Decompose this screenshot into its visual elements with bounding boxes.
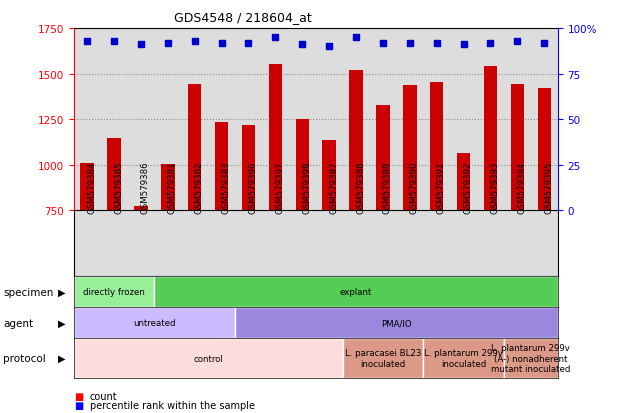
Text: L. plantarum 299v
(A-) nonadherent
mutant inoculated: L. plantarum 299v (A-) nonadherent mutan… xyxy=(491,344,570,373)
Bar xyxy=(269,64,282,211)
Point xyxy=(217,40,227,47)
Text: ▶: ▶ xyxy=(58,318,66,328)
Text: control: control xyxy=(194,354,223,363)
Text: PMA/IO: PMA/IO xyxy=(381,319,412,328)
Text: GSM579389: GSM579389 xyxy=(383,161,392,214)
Text: GSM579384: GSM579384 xyxy=(87,161,96,214)
Point xyxy=(136,42,146,49)
Text: GSM579395: GSM579395 xyxy=(544,161,553,214)
Text: directly frozen: directly frozen xyxy=(83,288,145,297)
Point xyxy=(431,40,442,47)
Bar xyxy=(80,164,94,211)
Text: GSM579391: GSM579391 xyxy=(437,161,445,214)
Text: GSM579381: GSM579381 xyxy=(168,161,177,214)
Point xyxy=(485,40,495,47)
Point xyxy=(324,44,334,50)
Point xyxy=(378,40,388,47)
Text: GSM579396: GSM579396 xyxy=(249,161,258,214)
Text: agent: agent xyxy=(3,318,33,328)
Bar xyxy=(107,139,121,211)
Text: GSM579393: GSM579393 xyxy=(490,161,499,214)
Text: percentile rank within the sample: percentile rank within the sample xyxy=(90,400,254,410)
Text: GSM579388: GSM579388 xyxy=(356,161,365,214)
Text: GSM579398: GSM579398 xyxy=(303,161,312,214)
Point xyxy=(82,38,92,45)
Bar xyxy=(215,123,228,211)
Text: ■: ■ xyxy=(74,400,83,410)
Bar xyxy=(403,86,417,211)
Bar xyxy=(538,89,551,211)
Text: ■: ■ xyxy=(74,392,83,401)
Title: GDS4548 / 218604_at: GDS4548 / 218604_at xyxy=(174,11,312,24)
Bar xyxy=(511,84,524,211)
Bar xyxy=(349,71,363,211)
Text: untreated: untreated xyxy=(133,319,176,328)
Text: ▶: ▶ xyxy=(58,353,66,363)
Point xyxy=(351,35,361,41)
Bar xyxy=(342,339,423,378)
Bar xyxy=(430,83,444,211)
Text: GSM579383: GSM579383 xyxy=(222,161,231,214)
Text: GSM579397: GSM579397 xyxy=(276,161,285,214)
Text: protocol: protocol xyxy=(3,353,46,363)
Point xyxy=(512,38,522,45)
Bar xyxy=(74,339,342,378)
Point xyxy=(539,40,549,47)
Bar xyxy=(457,153,470,211)
Text: L. paracasei BL23
inoculated: L. paracasei BL23 inoculated xyxy=(345,349,421,368)
Bar xyxy=(235,308,558,339)
Text: explant: explant xyxy=(340,288,372,297)
Point xyxy=(244,40,254,47)
Text: ▶: ▶ xyxy=(58,287,66,297)
Bar xyxy=(74,277,154,308)
Bar xyxy=(154,277,558,308)
Text: count: count xyxy=(90,392,117,401)
Point xyxy=(458,42,469,49)
Bar xyxy=(134,206,147,211)
Bar xyxy=(161,164,174,211)
Point xyxy=(271,35,281,41)
Point xyxy=(190,38,200,45)
Bar xyxy=(504,339,558,378)
Bar xyxy=(376,106,390,211)
Text: GSM579394: GSM579394 xyxy=(517,161,526,214)
Bar xyxy=(242,125,255,211)
Bar xyxy=(484,67,497,211)
Text: GSM579385: GSM579385 xyxy=(114,161,123,214)
Bar xyxy=(296,120,309,211)
Text: L. plantarum 299v
inoculated: L. plantarum 299v inoculated xyxy=(424,349,503,368)
Text: GSM579390: GSM579390 xyxy=(410,161,419,214)
Bar xyxy=(188,85,201,211)
Point xyxy=(297,42,308,49)
Point xyxy=(163,40,173,47)
Text: GSM579382: GSM579382 xyxy=(195,161,204,214)
Text: GSM579387: GSM579387 xyxy=(329,161,338,214)
Text: GSM579386: GSM579386 xyxy=(141,161,150,214)
Text: specimen: specimen xyxy=(3,287,54,297)
Text: GSM579392: GSM579392 xyxy=(463,161,472,214)
Bar xyxy=(74,308,235,339)
Point xyxy=(109,38,119,45)
Point xyxy=(404,40,415,47)
Bar xyxy=(423,339,504,378)
Bar xyxy=(322,141,336,211)
